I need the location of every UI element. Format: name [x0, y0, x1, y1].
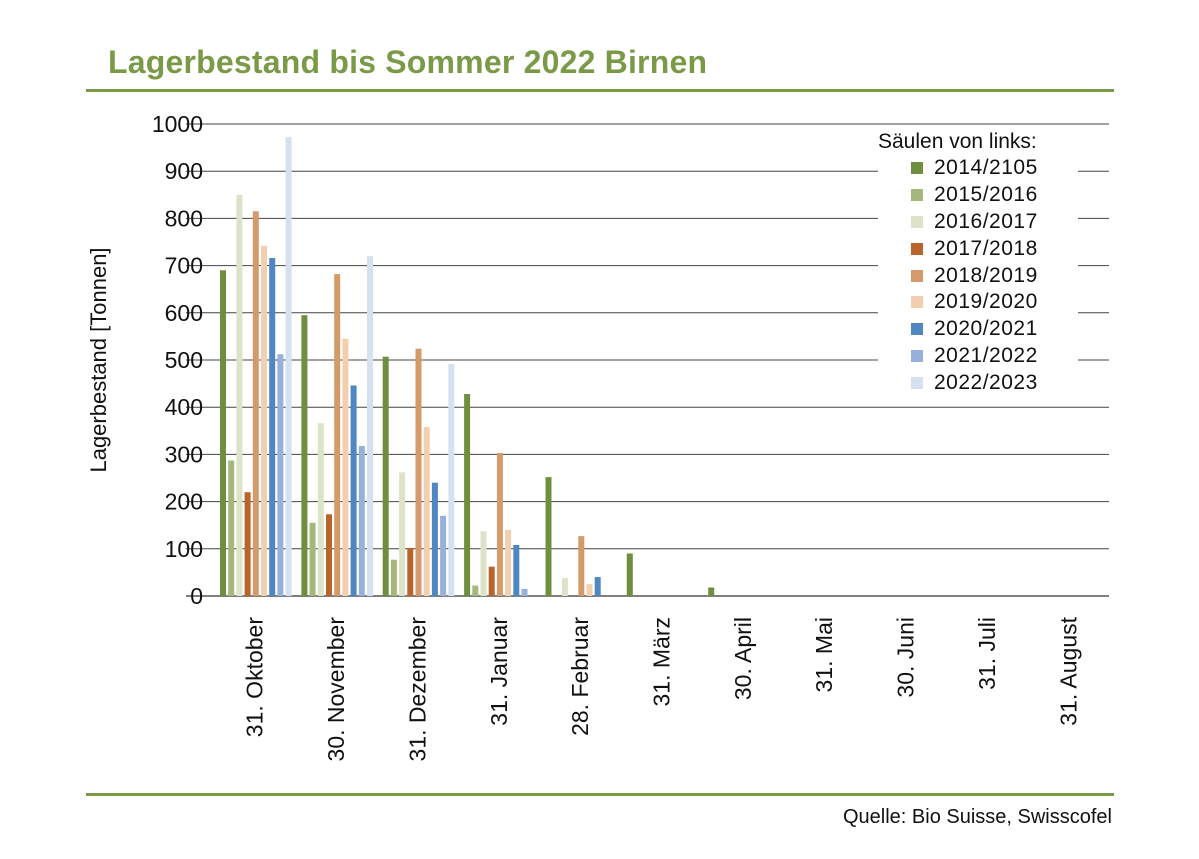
bar — [407, 547, 414, 596]
bar — [252, 211, 259, 597]
x-tick-label: 31. Mai — [811, 617, 837, 692]
x-tick-label: 31. Juli — [974, 617, 1000, 690]
legend-label: 2020/2021 — [934, 317, 1038, 341]
bar — [244, 492, 251, 596]
legend-item: 2016/2017 — [878, 209, 1078, 236]
bar — [236, 194, 243, 597]
legend-swatch — [911, 242, 923, 255]
bar — [415, 348, 422, 596]
bar — [301, 315, 308, 596]
legend-item: 2017/2018 — [878, 235, 1078, 262]
bar — [261, 245, 267, 597]
bar — [220, 270, 226, 596]
y-tick-label: 1000 — [152, 111, 203, 137]
legend-item: 2020/2021 — [878, 316, 1078, 343]
footer-divider — [86, 793, 1114, 796]
source-note: Quelle: Bio Suisse, Swisscofel — [842, 806, 1112, 828]
legend-item: 2021/2022 — [878, 343, 1078, 370]
legend-label: 2018/2019 — [934, 263, 1038, 287]
bar — [513, 545, 520, 596]
bar — [334, 274, 341, 596]
y-tick-label: 700 — [165, 253, 203, 279]
y-tick-label: 400 — [165, 394, 203, 420]
legend-item: 2022/2023 — [878, 369, 1078, 396]
bar — [342, 338, 349, 596]
legend-items: 2014/2105 2015/2016 2016/2017 2017/2018 2018… — [878, 155, 1078, 396]
legend-label: 2014/2105 — [934, 156, 1038, 180]
legend-label: 2022/2023 — [934, 370, 1038, 394]
y-tick-label: 500 — [165, 347, 203, 373]
bar — [626, 553, 633, 596]
bar — [440, 515, 447, 596]
bar — [480, 531, 487, 596]
legend-label: 2017/2018 — [934, 236, 1038, 260]
x-tick-label: 31. März — [649, 617, 675, 706]
legend-swatch — [911, 323, 923, 336]
y-tick-label: 300 — [165, 441, 203, 467]
legend-title: Säulen von links: — [878, 130, 1037, 153]
legend-label: 2019/2020 — [934, 290, 1038, 314]
y-axis-label: Lagerbestand [Tonnen] — [86, 247, 111, 472]
title-divider — [86, 89, 1114, 92]
bar — [399, 472, 406, 596]
y-tick-label: 100 — [165, 536, 203, 562]
bar — [561, 578, 568, 596]
bar — [488, 566, 495, 596]
legend-item: 2019/2020 — [878, 289, 1078, 316]
x-tick-label: 30. November — [323, 617, 349, 762]
bar — [496, 453, 503, 596]
legend-swatch — [911, 376, 923, 389]
legend-swatch — [911, 189, 923, 202]
bar — [464, 394, 471, 596]
legend-swatch — [911, 215, 923, 228]
bar — [277, 354, 284, 596]
legend-swatch — [911, 349, 923, 362]
legend-item: 2015/2016 — [878, 182, 1078, 209]
legend-label: 2016/2017 — [934, 209, 1038, 233]
y-tick-label: 200 — [165, 489, 203, 515]
bar — [390, 559, 397, 596]
bar — [545, 477, 552, 596]
x-tick-label: 30. Juni — [893, 617, 919, 698]
legend-label: 2021/2022 — [934, 343, 1038, 367]
legend-swatch — [911, 162, 923, 175]
x-tick-label: 31. Januar — [486, 617, 512, 726]
x-tick-label: 31. August — [1055, 616, 1081, 725]
y-tick-label: 600 — [165, 300, 203, 326]
bar — [326, 514, 332, 596]
bar — [431, 482, 438, 596]
x-tick-label: 31. Oktober — [242, 617, 268, 738]
chart-title: Lagerbestand bis Sommer 2022 Birnen — [108, 44, 708, 80]
x-tick-label: 31. Dezember — [404, 617, 430, 762]
bar — [285, 137, 292, 596]
bar — [521, 588, 528, 596]
bar — [586, 584, 593, 596]
bar — [423, 427, 430, 596]
legend: Säulen von links: 2014/2105 2015/2016 2016… — [878, 128, 1078, 397]
x-tick-label: 28. Februar — [567, 617, 593, 736]
legend-swatch — [911, 296, 923, 309]
bar — [269, 258, 276, 596]
bar — [228, 460, 235, 596]
bar — [448, 363, 455, 596]
y-tick-label: 800 — [165, 205, 203, 231]
bar — [594, 577, 601, 596]
legend-swatch — [911, 269, 923, 282]
bar — [472, 585, 479, 596]
y-tick-label: 0 — [190, 583, 203, 609]
bar — [367, 256, 373, 596]
bar — [382, 356, 389, 596]
legend-item: 2014/2105 — [878, 155, 1078, 182]
bar — [309, 522, 316, 596]
y-tick-label: 900 — [165, 158, 203, 184]
bar — [708, 587, 715, 596]
x-tick-label: 30. April — [730, 617, 756, 700]
bar — [317, 423, 324, 596]
legend-label: 2015/2016 — [934, 183, 1038, 207]
bar — [505, 529, 512, 596]
bar — [578, 536, 585, 596]
legend-item: 2018/2019 — [878, 262, 1078, 289]
bar — [358, 445, 365, 596]
bar — [350, 385, 357, 596]
